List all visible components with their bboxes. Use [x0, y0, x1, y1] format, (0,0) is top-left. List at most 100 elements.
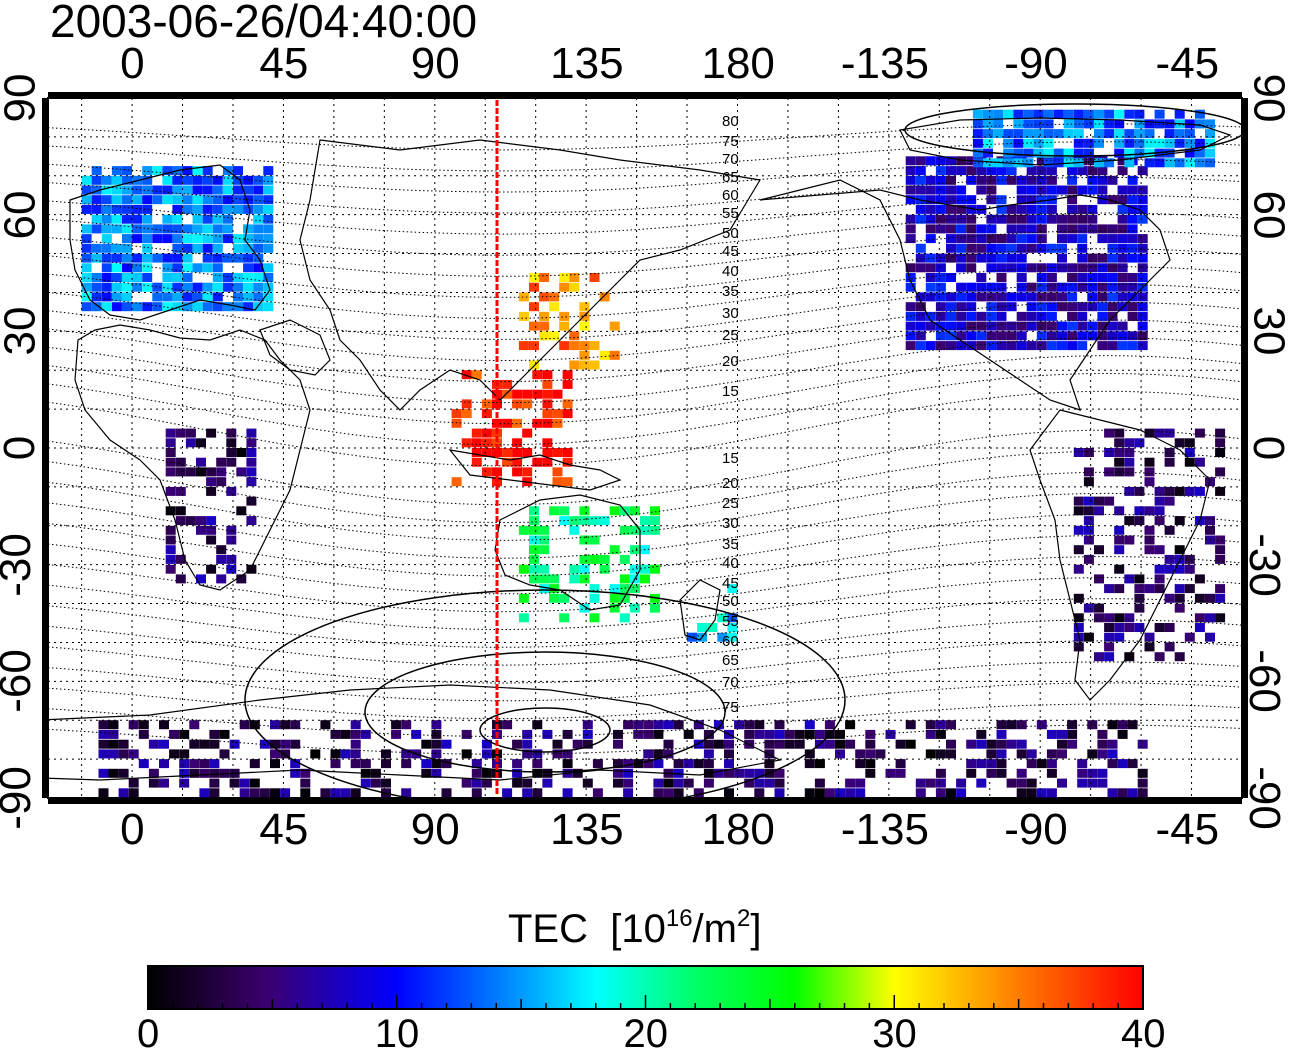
tec-cell [1083, 535, 1094, 545]
tec-cell [182, 224, 193, 234]
tec-cell [976, 185, 987, 195]
lat-label-left: -60 [0, 649, 40, 714]
tec-cell [529, 564, 539, 574]
tec-cell [165, 506, 176, 516]
tec-cell [1097, 195, 1108, 205]
tec-cell [532, 370, 543, 380]
tec-cell [529, 535, 539, 545]
tec-cell [764, 778, 775, 788]
tec-cell [835, 788, 845, 798]
tec-cell [233, 204, 243, 214]
tec-cell [1026, 749, 1037, 759]
tec-cell [233, 195, 243, 205]
tec-cell [280, 788, 291, 798]
tec-cell [243, 292, 254, 302]
tec-cell [1117, 204, 1128, 214]
tec-cell [1036, 321, 1047, 331]
tec-cell [1117, 759, 1128, 769]
tec-cell [165, 545, 176, 555]
coastline [759, 179, 1171, 411]
tec-cell [263, 282, 274, 292]
tec-cell [529, 302, 539, 312]
contour-label: 55 [722, 205, 739, 222]
tec-cell [1036, 263, 1047, 273]
tec-cell [915, 788, 926, 798]
tec-cell [1137, 341, 1148, 351]
tec-cell [1057, 321, 1067, 331]
tec-cell [589, 273, 600, 282]
tec-cell [1154, 428, 1165, 438]
tec-cell [1077, 185, 1088, 195]
tec-cell [111, 224, 122, 234]
tec-cell [1067, 311, 1078, 321]
tec-cell [599, 350, 610, 360]
tec-cell [1124, 138, 1135, 148]
tec-cell [623, 759, 634, 769]
tec-cell [1046, 175, 1057, 185]
contour-line [48, 141, 1242, 172]
tec-cell [609, 321, 620, 331]
tec-cell [1134, 623, 1145, 632]
tec-cell [935, 729, 946, 739]
tec-cell [502, 418, 513, 428]
tec-cell [246, 496, 257, 506]
tec-cell [1107, 224, 1118, 234]
tec-cell [122, 243, 132, 253]
tec-cell [1137, 778, 1148, 788]
tec-cell [1137, 321, 1148, 331]
tec-cell [1067, 263, 1078, 273]
tec-cell [1144, 428, 1155, 438]
tec-cell [179, 749, 190, 759]
tec-cell [1023, 119, 1034, 129]
tec-cell [946, 253, 956, 263]
tec-cell [502, 457, 513, 467]
tec-cell [1046, 788, 1057, 798]
tec-cell [905, 156, 916, 166]
tec-cell [172, 214, 183, 224]
tec-cell [579, 516, 590, 526]
tec-cell [1016, 224, 1027, 234]
tec-cell [996, 282, 1007, 292]
tec-cell [1067, 214, 1078, 224]
tec-cell [1174, 138, 1185, 148]
tec-cell [986, 321, 997, 331]
tec-cell [290, 720, 301, 730]
tec-cell [1067, 273, 1078, 282]
tec-cell [1107, 720, 1118, 730]
contour-labels: 8075706560555045403530252015152025303540… [722, 113, 739, 716]
tec-cell [956, 331, 967, 341]
tec-cell [1174, 516, 1185, 526]
tec-cell [905, 234, 916, 244]
tec-cell [101, 292, 112, 302]
tec-cell [1087, 253, 1098, 263]
tec-cell [1117, 166, 1128, 176]
tec-cell [165, 467, 176, 477]
tec-cell [209, 729, 220, 739]
tec-cell [132, 273, 143, 282]
tec-cell [925, 778, 936, 788]
tec-cell [1057, 749, 1067, 759]
tec-cell [609, 603, 620, 613]
tec-cell [431, 720, 442, 730]
tec-cell [1036, 175, 1047, 185]
tec-cell [98, 720, 109, 730]
tec-cell [209, 739, 220, 749]
tec-cell [529, 341, 539, 351]
tec-cell [1104, 158, 1115, 168]
tec-cell [703, 759, 714, 769]
tec-cell [1127, 234, 1138, 244]
tec-cell [559, 613, 570, 623]
tec-cell [175, 516, 186, 526]
tec-cell [212, 263, 223, 273]
tec-cell [542, 778, 553, 788]
lon-label-bottom: -90 [1004, 805, 1068, 854]
tec-cell [1094, 109, 1104, 119]
tec-cell [1107, 282, 1118, 292]
tec-cell [905, 195, 916, 205]
tec-cell [239, 788, 250, 798]
tec-cell [956, 195, 967, 205]
tec-cell [152, 195, 163, 205]
tec-cell [599, 292, 610, 302]
tec-cell [182, 185, 193, 195]
tec-cell [132, 224, 143, 234]
